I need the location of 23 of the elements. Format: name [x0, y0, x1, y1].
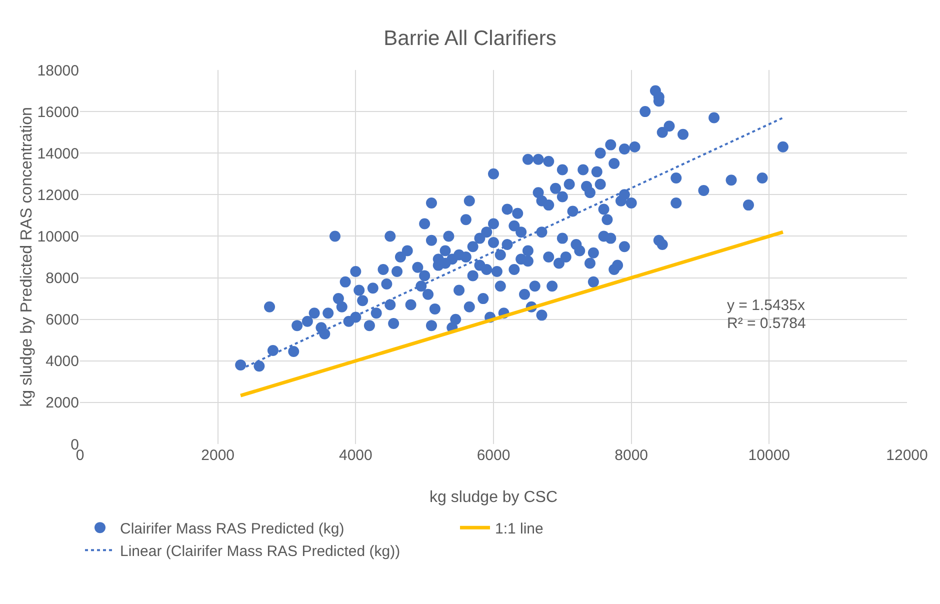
y-tick-label: 4000: [46, 353, 79, 370]
chart-title: Barrie All Clarifiers: [384, 26, 556, 50]
legend-label: Clairifer Mass RAS Predicted (kg): [120, 520, 344, 538]
x-tick-label: 12000: [886, 447, 928, 464]
y-tick-label: 16000: [37, 104, 79, 121]
legend-label: Linear (Clairifer Mass RAS Predicted (kg)): [120, 542, 400, 560]
y-tick-label: 6000: [46, 312, 79, 329]
x-tick-label: 2000: [201, 447, 235, 464]
y-tick-label: 12000: [37, 186, 79, 204]
annotation: R² = 0.5784: [727, 315, 806, 332]
y-tick-label: 2000: [46, 394, 79, 412]
x-axis-title: kg sludge by CSC: [429, 489, 558, 506]
x-tick-label: 6000: [476, 447, 510, 464]
legend-label: 1:1 line: [495, 520, 544, 538]
x-tick-label: 10000: [748, 447, 790, 464]
y-tick-label: 14000: [37, 145, 79, 162]
y-tick-label: 10000: [37, 228, 79, 246]
annotation: y = 1.5435x: [727, 297, 806, 314]
y-tick-label: 8000: [46, 270, 79, 288]
x-tick-label: 4000: [338, 447, 372, 464]
y-axis-title: kg sludge by Predicted RAS concentration: [18, 107, 36, 407]
x-tick-label: 8000: [614, 447, 648, 464]
y-tick-label: 18000: [37, 62, 79, 80]
